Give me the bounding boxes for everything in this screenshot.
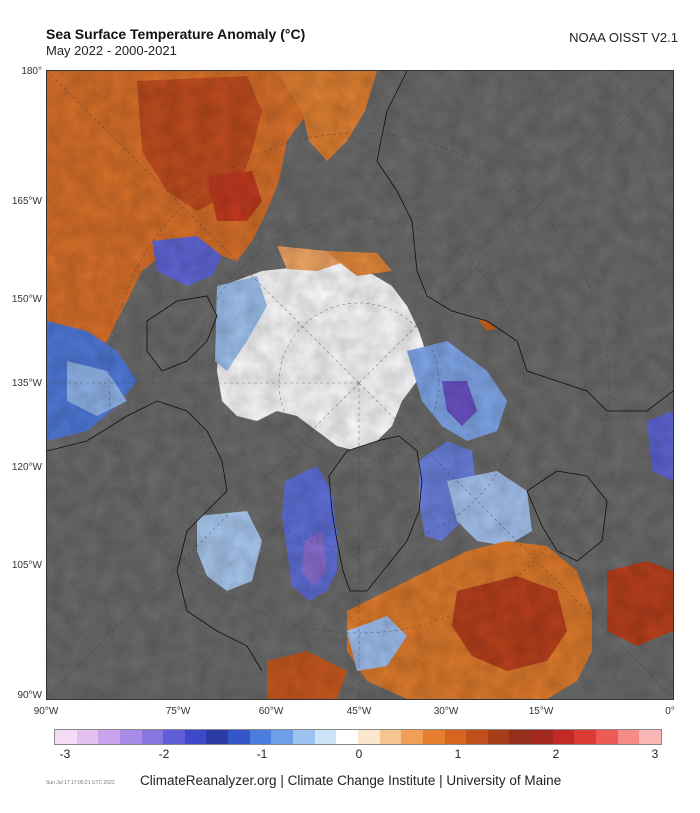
colorbar-swatch: [184, 730, 207, 744]
texture-noise: [47, 71, 673, 699]
colorbar-tick-2: 2: [552, 747, 560, 761]
colorbar-tick-1: 1: [454, 747, 462, 761]
lon-label-30w: 30°W: [433, 706, 459, 717]
lat-label-165w: 165°W: [11, 196, 42, 207]
lon-label-90w: 90°W: [33, 706, 59, 717]
colorbar-swatch: [293, 730, 315, 744]
colorbar-swatch: [249, 730, 272, 744]
map-title: Sea Surface Temperature Anomaly (°C): [46, 26, 306, 42]
colorbar-swatch: [444, 730, 467, 744]
dataset-source-label: NOAA OISST V2.1: [569, 30, 678, 45]
colorbar-tick-minus2: -2: [158, 747, 170, 761]
footer-credit: ClimateReanalyzer.org | Climate Change I…: [140, 773, 562, 788]
lat-label-180: 180°: [21, 66, 42, 77]
colorbar-swatch: [141, 730, 164, 744]
colorbar-swatch: [509, 730, 532, 744]
lat-label-90w: 90°W: [17, 690, 42, 701]
colorbar-swatch: [487, 730, 510, 744]
colorbar-swatch: [119, 730, 142, 744]
colorbar-tick-0: 0: [355, 747, 363, 761]
colorbar-swatch: [466, 730, 488, 744]
colorbar-swatch: [574, 730, 597, 744]
lon-label-75w: 75°W: [165, 706, 191, 717]
colorbar-swatch: [639, 730, 661, 744]
colorbar-swatch: [271, 730, 294, 744]
lat-label-120w: 120°W: [11, 462, 42, 473]
lat-label-135w: 135°W: [11, 378, 42, 389]
colorbar-swatch: [55, 730, 77, 744]
map-canvas: [47, 71, 673, 699]
colorbar-swatch: [357, 730, 380, 744]
colorbar-tick-minus3: -3: [59, 747, 71, 761]
colorbar-swatch: [314, 730, 337, 744]
colorbar-swatch: [206, 730, 229, 744]
lon-label-45w: 45°W: [346, 706, 372, 717]
colorbar-swatch: [422, 730, 445, 744]
colorbar-swatch: [98, 730, 120, 744]
map-subtitle: May 2022 - 2000-2021: [46, 43, 177, 58]
colorbar-swatch: [228, 730, 250, 744]
colorbar-swatch: [552, 730, 575, 744]
anomaly-colorbar: [54, 729, 662, 745]
colorbar-tick-3: 3: [651, 747, 659, 761]
colorbar-swatch: [596, 730, 618, 744]
colorbar-swatch: [336, 730, 358, 744]
lon-label-60w: 60°W: [258, 706, 284, 717]
colorbar-swatch: [379, 730, 402, 744]
colorbar-swatch: [531, 730, 553, 744]
colorbar-swatch: [401, 730, 423, 744]
lat-label-105w: 105°W: [11, 560, 42, 571]
colorbar-swatch: [76, 730, 99, 744]
lon-label-15w: 15°W: [528, 706, 554, 717]
colorbar-swatch: [617, 730, 640, 744]
colorbar-tick-minus1: -1: [256, 747, 268, 761]
sea-surface-temperature-map[interactable]: [46, 70, 674, 700]
colorbar-swatch: [163, 730, 185, 744]
render-timestamp: Sun Jul 17 17:00:21 UTC 2022: [46, 780, 115, 786]
lat-label-150w: 150°W: [11, 294, 42, 305]
lon-label-0: 0°: [665, 706, 675, 717]
